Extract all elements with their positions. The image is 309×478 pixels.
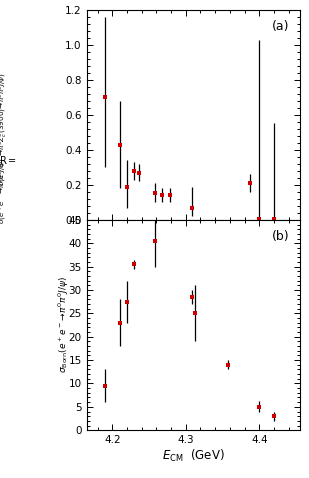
Y-axis label: $\sigma_{\rm Born}(e^+e^- \!\to\! \pi^0\pi^0 J/\psi)$: $\sigma_{\rm Born}(e^+e^- \!\to\! \pi^0\…	[57, 277, 71, 373]
Text: $\mathrm{R} =$: $\mathrm{R} =$	[0, 154, 17, 166]
X-axis label: $E_{\rm CM}$  (GeV): $E_{\rm CM}$ (GeV)	[162, 448, 224, 464]
Text: (b): (b)	[272, 230, 290, 243]
Text: (a): (a)	[272, 20, 290, 33]
Text: $\sigma(e^+e^-\!\to\!\pi^0\pi^0 J/\psi)$: $\sigma(e^+e^-\!\to\!\pi^0\pi^0 J/\psi)$	[0, 158, 9, 224]
Text: $\sigma(e^+e^-\!\to\!\pi^0 Z_c^0(3900)\!\to\!\pi^0\pi^0 J/\psi)$: $\sigma(e^+e^-\!\to\!\pi^0 Z_c^0(3900)\!…	[0, 72, 10, 186]
